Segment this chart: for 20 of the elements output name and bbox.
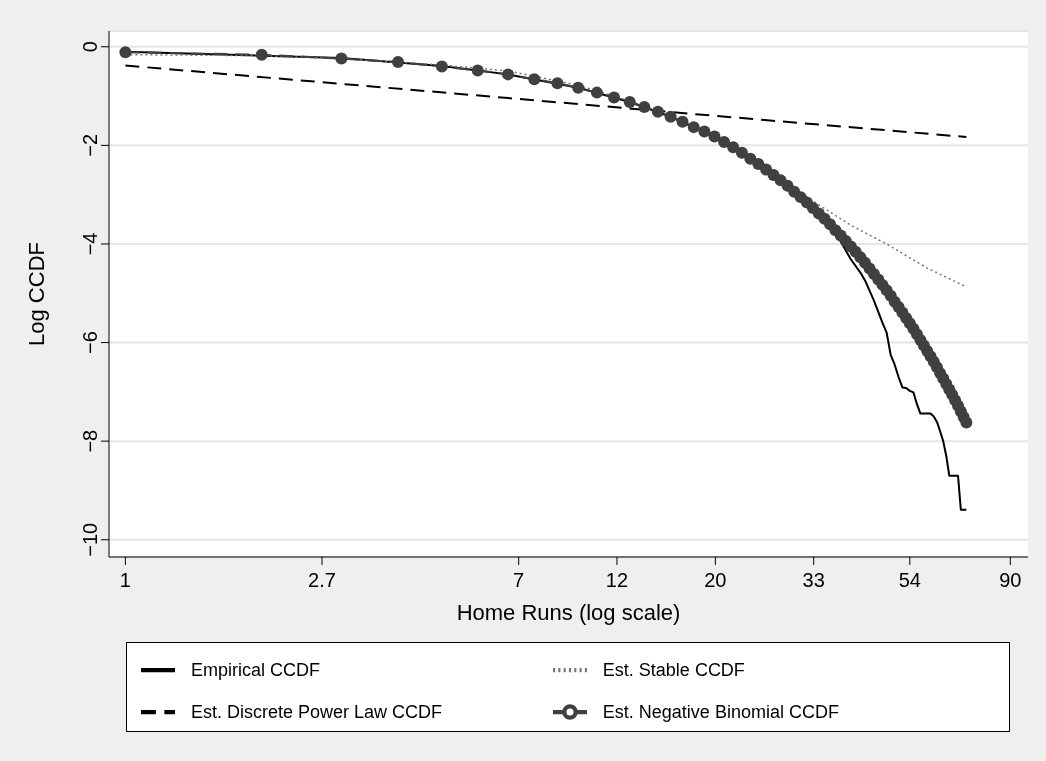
y-tick-label: −4	[79, 232, 101, 256]
x-tick-label: 1	[119, 569, 131, 591]
x-tick-label: 2.7	[308, 569, 336, 591]
x-tick-label: 54	[898, 569, 921, 591]
legend-label: Est. Negative Binomial CCDF	[602, 702, 839, 722]
x-tick-label: 7	[513, 569, 525, 591]
x-tick-label: 12	[605, 569, 629, 591]
y-tick-label: −6	[79, 331, 101, 354]
x-tick-label: 90	[999, 569, 1022, 591]
x-axis-title: Home Runs (log scale)	[456, 600, 681, 625]
y-axis-title: Log CCDF	[23, 242, 49, 346]
y-tick-label: 0	[79, 41, 101, 53]
legend-label: Est. Stable CCDF	[602, 660, 745, 680]
x-tick-label: 33	[802, 569, 825, 591]
legend-label: Est. Discrete Power Law CCDF	[191, 702, 443, 722]
y-tick-label: −8	[79, 429, 101, 453]
y-tick-label: −2	[79, 133, 101, 157]
legend-label: Empirical CCDF	[191, 660, 321, 680]
y-tick-label: −10	[79, 522, 101, 557]
x-tick-label: 20	[704, 569, 727, 591]
